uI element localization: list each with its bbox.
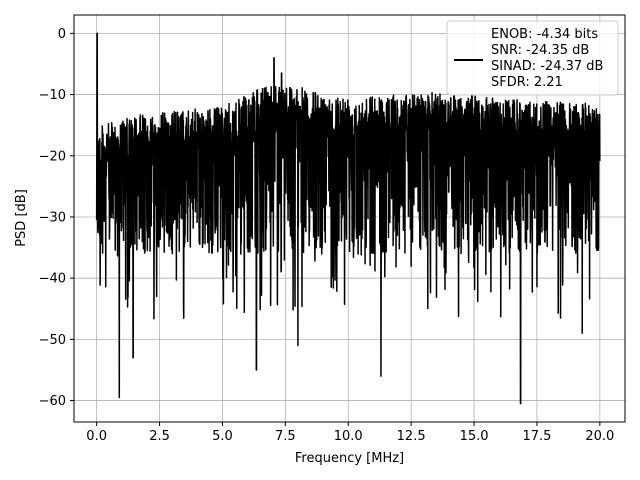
y-axis-label: PSD [dB] — [14, 189, 29, 247]
legend-enob: ENOB: -4.34 bits — [491, 27, 598, 42]
plot-frame — [73, 14, 626, 423]
x-axis-label: Frequency [MHz] — [295, 451, 404, 466]
x-tick-label: 2.5 — [149, 429, 170, 444]
legend-sfdr: SFDR: 2.21 — [491, 75, 563, 90]
legend-snr: SNR: -24.35 dB — [491, 43, 589, 58]
psd-series — [95, 32, 601, 405]
y-tick-label: 0 — [58, 27, 66, 42]
x-tick-label: 20.0 — [585, 429, 614, 444]
y-tick-label: −40 — [39, 272, 66, 287]
legend-sinad: SINAD: -24.37 dB — [491, 59, 603, 74]
y-tick-label: −20 — [39, 149, 66, 164]
x-tick-label: 15.0 — [460, 429, 489, 444]
x-tick-label: 0.0 — [86, 429, 107, 444]
legend: ENOB: -4.34 bits SNR: -24.35 dB SINAD: -… — [446, 20, 619, 96]
y-tick-label: −30 — [39, 210, 66, 225]
y-tick-label: −10 — [39, 88, 66, 103]
x-tick-label: 10.0 — [334, 429, 363, 444]
y-tick-label: −50 — [39, 333, 66, 348]
x-tick-label: 12.5 — [397, 429, 426, 444]
y-tick-label: −60 — [39, 394, 66, 409]
axis-ticks: 0.0 2.5 5.0 7.5 10.0 12.5 15.0 17.5 20.0 0 −10 −20 −… — [39, 27, 615, 444]
psd-trace — [95, 32, 601, 405]
x-tick-label: 5.0 — [212, 429, 233, 444]
legend-box — [446, 20, 619, 96]
x-tick-label: 7.5 — [275, 429, 296, 444]
x-tick-label: 17.5 — [522, 429, 551, 444]
